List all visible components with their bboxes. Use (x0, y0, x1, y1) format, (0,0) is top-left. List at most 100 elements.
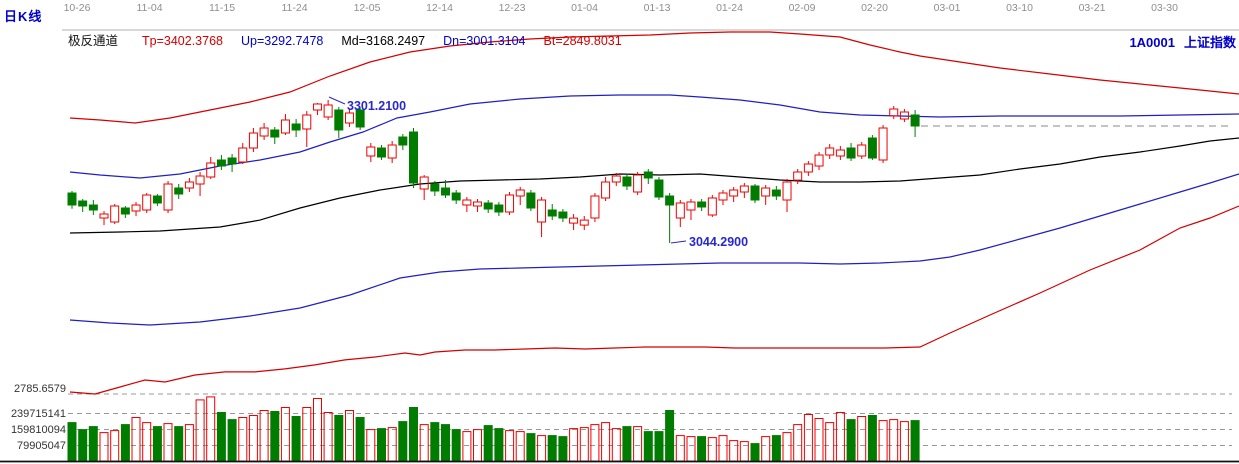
candlestick[interactable] (366, 146, 376, 157)
candlestick[interactable] (803, 163, 813, 173)
volume-bar[interactable] (643, 431, 653, 462)
candlestick[interactable] (387, 144, 397, 159)
volume-bar[interactable] (558, 436, 568, 462)
volume-bar[interactable] (761, 436, 771, 462)
candlestick[interactable] (579, 219, 589, 226)
volume-bar[interactable] (633, 426, 643, 462)
volume-bar[interactable] (377, 428, 386, 462)
candlestick[interactable] (302, 114, 312, 130)
volume-bar[interactable] (697, 436, 707, 462)
candlestick[interactable] (515, 189, 525, 197)
volume-bar[interactable] (654, 431, 664, 462)
volume-bar[interactable] (803, 414, 813, 462)
candlestick[interactable] (750, 185, 760, 201)
candlestick[interactable] (590, 195, 600, 219)
volume-bar[interactable] (302, 407, 312, 462)
candlestick[interactable] (291, 123, 301, 131)
volume-bar[interactable] (718, 435, 728, 462)
volume-bar[interactable] (537, 435, 547, 462)
volume-bar[interactable] (280, 407, 290, 462)
volume-bar[interactable] (910, 420, 920, 462)
volume-bar[interactable] (120, 424, 130, 462)
candlestick[interactable] (216, 159, 226, 167)
volume-bar[interactable] (686, 436, 696, 462)
candlestick[interactable] (558, 211, 568, 219)
volume-bar[interactable] (675, 435, 685, 462)
volume-bar[interactable] (494, 428, 504, 462)
volume-bar[interactable] (771, 435, 781, 462)
candlestick[interactable] (419, 176, 429, 190)
candlestick[interactable] (120, 207, 130, 215)
volume-bar[interactable] (739, 441, 749, 462)
candlestick[interactable] (643, 171, 653, 179)
candlestick[interactable] (142, 194, 152, 211)
candlestick[interactable] (163, 183, 173, 211)
candlestick[interactable] (67, 192, 77, 206)
candlestick[interactable] (473, 201, 483, 207)
volume-bar[interactable] (707, 437, 717, 462)
volume-bar[interactable] (622, 426, 632, 462)
candlestick[interactable] (761, 187, 771, 197)
candlestick[interactable] (729, 189, 739, 197)
volume-bar[interactable] (526, 433, 536, 462)
candlestick[interactable] (718, 192, 728, 201)
volume-bar[interactable] (451, 429, 461, 462)
volume-bar[interactable] (547, 435, 557, 462)
volume-bar[interactable] (462, 431, 472, 462)
volume-bar[interactable] (814, 418, 824, 462)
candlestick[interactable] (312, 103, 322, 111)
volume-bar[interactable] (323, 412, 333, 462)
candlestick[interactable] (793, 171, 803, 181)
volume-bar[interactable] (793, 424, 803, 462)
candlestick[interactable] (867, 137, 877, 159)
volume-bar[interactable] (259, 410, 269, 462)
candlestick[interactable] (88, 204, 98, 211)
volume-bar[interactable] (782, 432, 792, 462)
volume-bar[interactable] (409, 407, 418, 462)
candlestick[interactable] (206, 162, 216, 178)
volume-bar[interactable] (750, 443, 760, 462)
candlestick[interactable] (323, 104, 333, 118)
volume-bar[interactable] (899, 421, 909, 462)
candlestick[interactable] (910, 114, 920, 127)
volume-bar[interactable] (67, 422, 77, 462)
volume-bar[interactable] (729, 440, 739, 462)
candlestick[interactable] (665, 195, 675, 206)
candlestick[interactable] (814, 154, 824, 167)
candlestick[interactable] (270, 129, 280, 138)
candlestick[interactable] (771, 189, 781, 197)
candlestick[interactable] (441, 187, 451, 196)
candlestick[interactable] (334, 109, 344, 131)
volume-bar[interactable] (270, 411, 280, 462)
candlestick[interactable] (174, 187, 184, 195)
candlestick[interactable] (654, 179, 664, 198)
candlestick[interactable] (131, 204, 141, 212)
volume-bar[interactable] (334, 415, 344, 462)
candlestick[interactable] (878, 127, 888, 161)
volume-bar[interactable] (184, 424, 194, 462)
volume-bar[interactable] (846, 419, 856, 462)
candlestick[interactable] (889, 108, 899, 117)
candlestick[interactable] (505, 194, 515, 213)
candlestick[interactable] (569, 217, 579, 224)
candlestick[interactable] (675, 202, 685, 219)
volume-bar[interactable] (611, 428, 621, 462)
candlestick[interactable] (494, 204, 504, 213)
volume-bar[interactable] (216, 412, 226, 462)
volume-bar[interactable] (825, 422, 835, 462)
volume-bar[interactable] (99, 432, 109, 462)
candlestick[interactable] (184, 181, 194, 189)
volume-bar[interactable] (78, 429, 88, 462)
volume-bar[interactable] (878, 420, 888, 462)
volume-bar[interactable] (867, 415, 877, 462)
candlestick[interactable] (483, 202, 493, 210)
volume-bar[interactable] (345, 410, 354, 462)
candlestick[interactable] (248, 132, 258, 149)
volume-bar[interactable] (387, 427, 397, 462)
volume-bar[interactable] (355, 417, 365, 462)
candlestick[interactable] (398, 136, 408, 146)
candlestick[interactable] (601, 181, 611, 199)
candlestick[interactable] (78, 200, 88, 207)
candlestick[interactable] (707, 197, 717, 216)
